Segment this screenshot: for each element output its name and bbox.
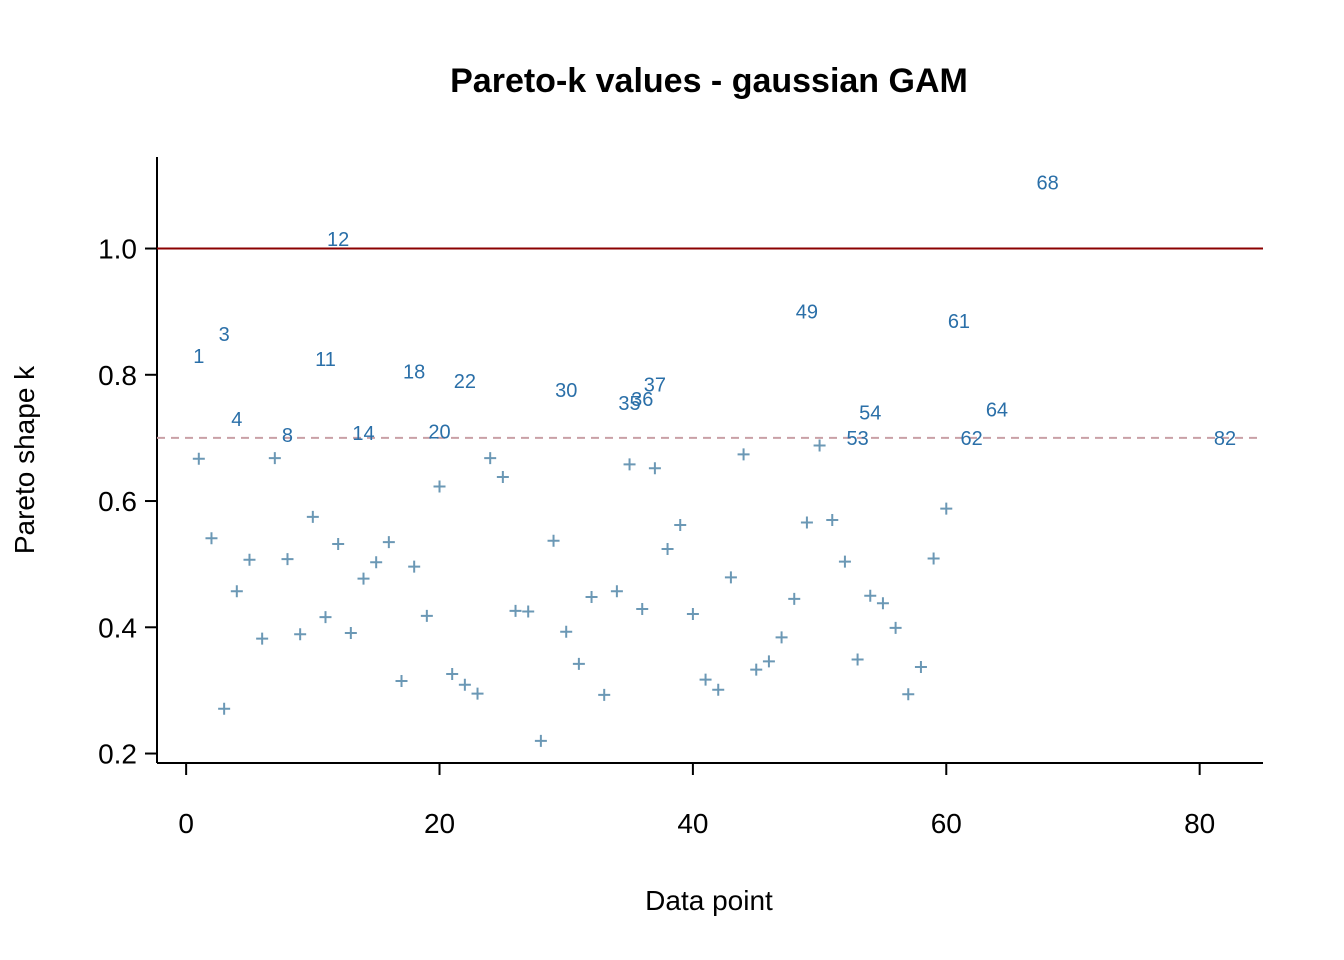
data-point-marker bbox=[927, 552, 940, 565]
data-point-marker bbox=[522, 605, 535, 618]
data-point-label: 61 bbox=[948, 311, 970, 333]
data-point-marker bbox=[648, 462, 661, 475]
data-point-marker bbox=[420, 609, 433, 622]
data-point-marker bbox=[509, 604, 522, 617]
data-point-marker bbox=[750, 663, 763, 676]
x-tick-label: 60 bbox=[931, 808, 962, 839]
data-point-label: 62 bbox=[960, 428, 982, 450]
data-point-marker bbox=[889, 621, 902, 634]
data-point-marker bbox=[344, 626, 357, 639]
y-tick-label: 0.2 bbox=[98, 739, 137, 770]
data-point-label: 49 bbox=[796, 302, 818, 324]
data-point-label: 54 bbox=[859, 403, 881, 425]
data-point-marker bbox=[712, 683, 725, 696]
data-point-marker bbox=[699, 673, 712, 686]
x-axis-label: Data point bbox=[645, 885, 773, 916]
data-point-marker bbox=[408, 560, 421, 573]
data-point-marker bbox=[230, 585, 243, 598]
data-point-label: 4 bbox=[231, 409, 242, 431]
data-point-marker bbox=[636, 602, 649, 615]
data-point-label: 14 bbox=[352, 423, 374, 445]
data-point-marker bbox=[256, 632, 269, 645]
data-point-marker bbox=[205, 532, 218, 545]
data-point-label: 37 bbox=[644, 374, 666, 396]
data-point-marker bbox=[370, 556, 383, 569]
data-point-marker bbox=[813, 439, 826, 452]
data-point-marker bbox=[914, 661, 927, 674]
data-point-label: 12 bbox=[327, 229, 349, 251]
data-point-marker bbox=[800, 516, 813, 529]
data-point-marker bbox=[294, 628, 307, 641]
data-point-label: 82 bbox=[1214, 428, 1236, 450]
data-point-marker bbox=[496, 471, 509, 484]
data-point-marker bbox=[319, 611, 332, 624]
data-point-marker bbox=[268, 452, 281, 465]
y-tick-label: 0.6 bbox=[98, 486, 137, 517]
data-point-marker bbox=[826, 513, 839, 526]
data-point-marker bbox=[876, 597, 889, 610]
data-point-marker bbox=[382, 536, 395, 549]
x-tick-label: 20 bbox=[424, 808, 455, 839]
data-point-marker bbox=[762, 655, 775, 668]
data-point-marker bbox=[788, 592, 801, 605]
data-point-marker bbox=[940, 502, 953, 515]
data-point-marker bbox=[686, 608, 699, 621]
data-point-label: 3 bbox=[219, 324, 230, 346]
data-point-marker bbox=[724, 571, 737, 584]
data-point-marker bbox=[737, 448, 750, 461]
data-point-label: 35 bbox=[618, 393, 640, 415]
data-point-marker bbox=[864, 589, 877, 602]
data-point-marker bbox=[902, 688, 915, 701]
data-point-marker bbox=[598, 688, 611, 701]
data-point-marker bbox=[610, 585, 623, 598]
data-point-marker bbox=[458, 678, 471, 691]
x-tick-label: 80 bbox=[1184, 808, 1215, 839]
data-point-marker bbox=[674, 519, 687, 532]
data-point-label: 18 bbox=[403, 362, 425, 384]
data-point-marker bbox=[484, 452, 497, 465]
data-point-marker bbox=[534, 734, 547, 747]
y-tick-label: 0.8 bbox=[98, 360, 137, 391]
data-point-marker bbox=[838, 555, 851, 568]
data-point-label: 53 bbox=[846, 428, 868, 450]
chart-title: Pareto-k values - gaussian GAM bbox=[450, 62, 968, 100]
data-point-marker bbox=[395, 674, 408, 687]
data-point-marker bbox=[357, 572, 370, 585]
y-axis-label: Pareto shape k bbox=[9, 365, 40, 554]
data-point-marker bbox=[471, 687, 484, 700]
data-point-marker bbox=[851, 653, 864, 666]
data-point-marker bbox=[661, 543, 674, 556]
data-point-marker bbox=[446, 667, 459, 680]
data-point-marker bbox=[306, 510, 319, 523]
data-point-label: 30 bbox=[555, 380, 577, 402]
data-point-marker bbox=[243, 553, 256, 566]
x-tick-label: 0 bbox=[178, 808, 194, 839]
data-point-label: 68 bbox=[1037, 172, 1059, 194]
data-point-marker bbox=[433, 480, 446, 493]
y-tick-label: 0.4 bbox=[98, 612, 137, 643]
data-point-label: 8 bbox=[282, 425, 293, 447]
y-tick-label: 1.0 bbox=[98, 234, 137, 265]
plot-area: 0 20 40 60 80 0.2 0.4 0.6 0.8 1.0 13 4 8 11 12 14 18 20 22… bbox=[98, 157, 1263, 839]
data-point-label: 11 bbox=[315, 349, 336, 371]
data-point-marker bbox=[218, 702, 231, 715]
data-point-marker bbox=[585, 590, 598, 603]
data-point-label: 36 bbox=[631, 389, 653, 411]
x-tick-label: 40 bbox=[677, 808, 708, 839]
data-point-marker bbox=[281, 553, 294, 566]
data-point-label: 1 bbox=[193, 346, 204, 368]
data-point-marker bbox=[560, 625, 573, 638]
data-point-marker bbox=[623, 458, 636, 471]
data-point-label: 22 bbox=[454, 371, 476, 393]
data-point-marker bbox=[775, 631, 788, 644]
data-point-label: 20 bbox=[428, 422, 450, 444]
data-point-marker bbox=[192, 452, 205, 465]
data-point-marker bbox=[572, 657, 585, 670]
data-point-marker bbox=[332, 537, 345, 550]
data-point-label: 64 bbox=[986, 400, 1008, 422]
data-point-marker bbox=[547, 534, 560, 547]
